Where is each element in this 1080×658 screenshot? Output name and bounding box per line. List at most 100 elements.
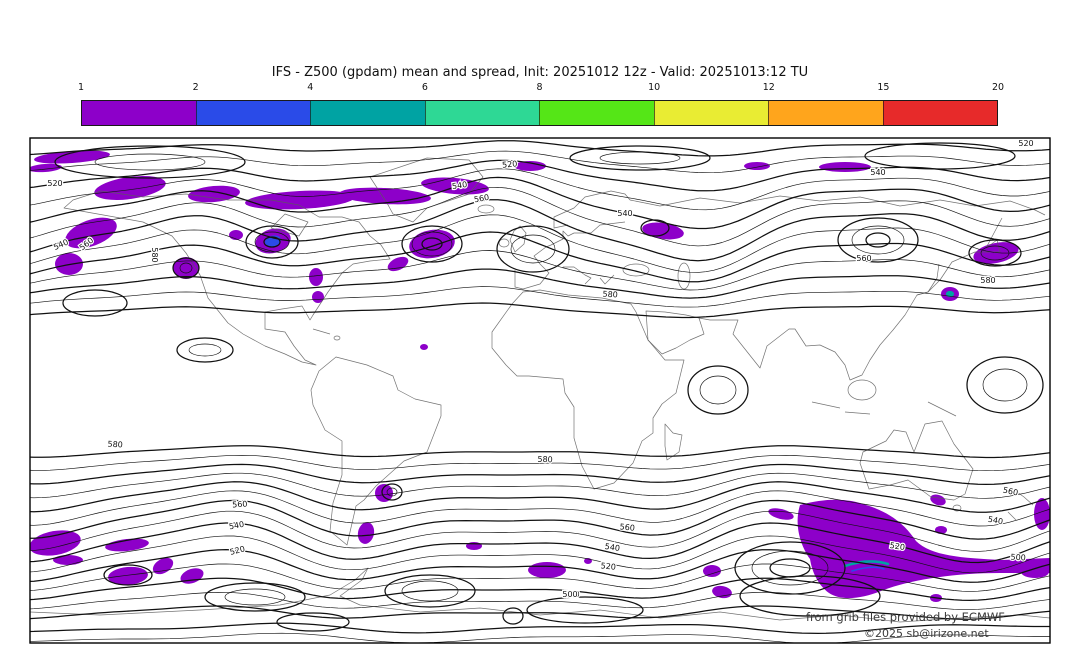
- contour-line: [30, 632, 1050, 643]
- contour-closed: [224, 588, 286, 606]
- contour-closed: [851, 225, 905, 255]
- spread-blob: [65, 217, 117, 249]
- spread-blob: [30, 530, 81, 556]
- contour-label: 540: [870, 168, 885, 177]
- coastlines: [30, 157, 1050, 623]
- spread-blob: [173, 257, 199, 279]
- coastline: [514, 221, 626, 290]
- colorbar-tick: 4: [307, 82, 314, 93]
- map-content: 520 540 560 580 540 520 560 540 540 520 560 580 580 5…: [30, 138, 1050, 643]
- chart-title: IFS - Z500 (gpdam) mean and spread, Init…: [271, 65, 809, 80]
- colorbar: [81, 100, 998, 126]
- coastline: [622, 263, 650, 277]
- spread-blob: [387, 256, 409, 272]
- contour-line: [30, 302, 1050, 319]
- contour-line: [30, 510, 1050, 552]
- contour-line: [30, 186, 1050, 247]
- coastline: [63, 190, 391, 366]
- contour-closed: [381, 483, 403, 501]
- contour-label: 580: [150, 247, 159, 262]
- spread-blob-core: [851, 566, 885, 572]
- contour-closed: [401, 580, 459, 602]
- contour-closed: [640, 219, 670, 237]
- contour-line: [30, 286, 1050, 308]
- contour-closed: [62, 289, 128, 317]
- coastline: [629, 195, 1046, 216]
- spread-blob: [94, 176, 166, 200]
- contour-line: [30, 214, 1050, 273]
- contour-closed: [864, 142, 1016, 170]
- contour-line: [30, 535, 1050, 574]
- spread-blob: [375, 484, 393, 502]
- contour-closed: [172, 257, 200, 279]
- coastline: [498, 238, 510, 248]
- colorbar-segment: [882, 101, 997, 125]
- contour-closed: [734, 541, 846, 595]
- contour-line: [30, 199, 1050, 262]
- contour-line: [30, 548, 1050, 583]
- contour-line: [30, 140, 1050, 157]
- coastline: [916, 263, 940, 296]
- contour-closed: [599, 151, 681, 165]
- contour-closed: [54, 145, 246, 179]
- coastline: [645, 310, 705, 355]
- contour-closed: [401, 225, 463, 263]
- coastline: [509, 225, 527, 253]
- coastline: [859, 420, 974, 501]
- coastline: [312, 328, 331, 335]
- colorbar-segment: [424, 101, 539, 125]
- contour-closed: [421, 237, 443, 251]
- contour-label: 580: [537, 455, 553, 465]
- spread-blob: [797, 499, 1050, 599]
- contour-label: 540: [604, 542, 620, 553]
- colorbar-tick: 8: [536, 82, 543, 93]
- contour-closed: [188, 343, 222, 357]
- map-frame: [29, 137, 1051, 644]
- contour-closed: [245, 225, 299, 259]
- contour-label: 540: [617, 209, 632, 218]
- spread-blob: [188, 185, 240, 203]
- contour-label: 520: [1018, 139, 1033, 148]
- contour-label: 520: [600, 561, 616, 572]
- contour-label: 560: [619, 522, 635, 533]
- colorbar-tick: 2: [192, 82, 199, 93]
- coastline: [952, 504, 962, 512]
- contour-closed: [204, 582, 306, 612]
- colorbar-tick: 15: [877, 82, 890, 93]
- spread-blob-core: [945, 290, 955, 298]
- coastline: [664, 423, 683, 461]
- contour-label: 580: [107, 439, 123, 449]
- spread-blob: [105, 538, 149, 552]
- contour-label: 520: [889, 541, 905, 552]
- colorbar-tick: 12: [762, 82, 775, 93]
- coastline: [563, 266, 615, 285]
- contour-line: [30, 150, 1050, 174]
- contour-label: 560: [856, 254, 871, 263]
- colorbar-segment: [653, 101, 768, 125]
- coastline: [677, 262, 691, 290]
- contour-label: 540: [987, 515, 1004, 527]
- contour-label: 500: [1010, 552, 1026, 562]
- spread-blob: [108, 566, 148, 586]
- contour-closed: [526, 596, 644, 624]
- contour-closed: [386, 487, 398, 497]
- contour-label: 500: [562, 590, 577, 599]
- contour-line: [30, 622, 1050, 635]
- coastline: [333, 335, 341, 341]
- colorbar-tick: 1: [77, 82, 85, 93]
- attribution-copyright: ©2025 sb@irizone.net: [864, 627, 989, 640]
- contour-line: [30, 250, 1050, 291]
- contour-closed: [94, 153, 206, 171]
- contour-label: 560: [1002, 486, 1019, 498]
- z500-contours: [30, 140, 1050, 643]
- spread-blob: [34, 150, 110, 164]
- contour-line: [30, 591, 1050, 610]
- contour-closed: [384, 574, 476, 608]
- coastline: [369, 157, 484, 223]
- coastline: [1007, 488, 1034, 521]
- contour-closed: [699, 375, 737, 405]
- spread-blob: [180, 568, 204, 584]
- spread-blob: [744, 162, 770, 170]
- colorbar-tick: 10: [648, 82, 661, 93]
